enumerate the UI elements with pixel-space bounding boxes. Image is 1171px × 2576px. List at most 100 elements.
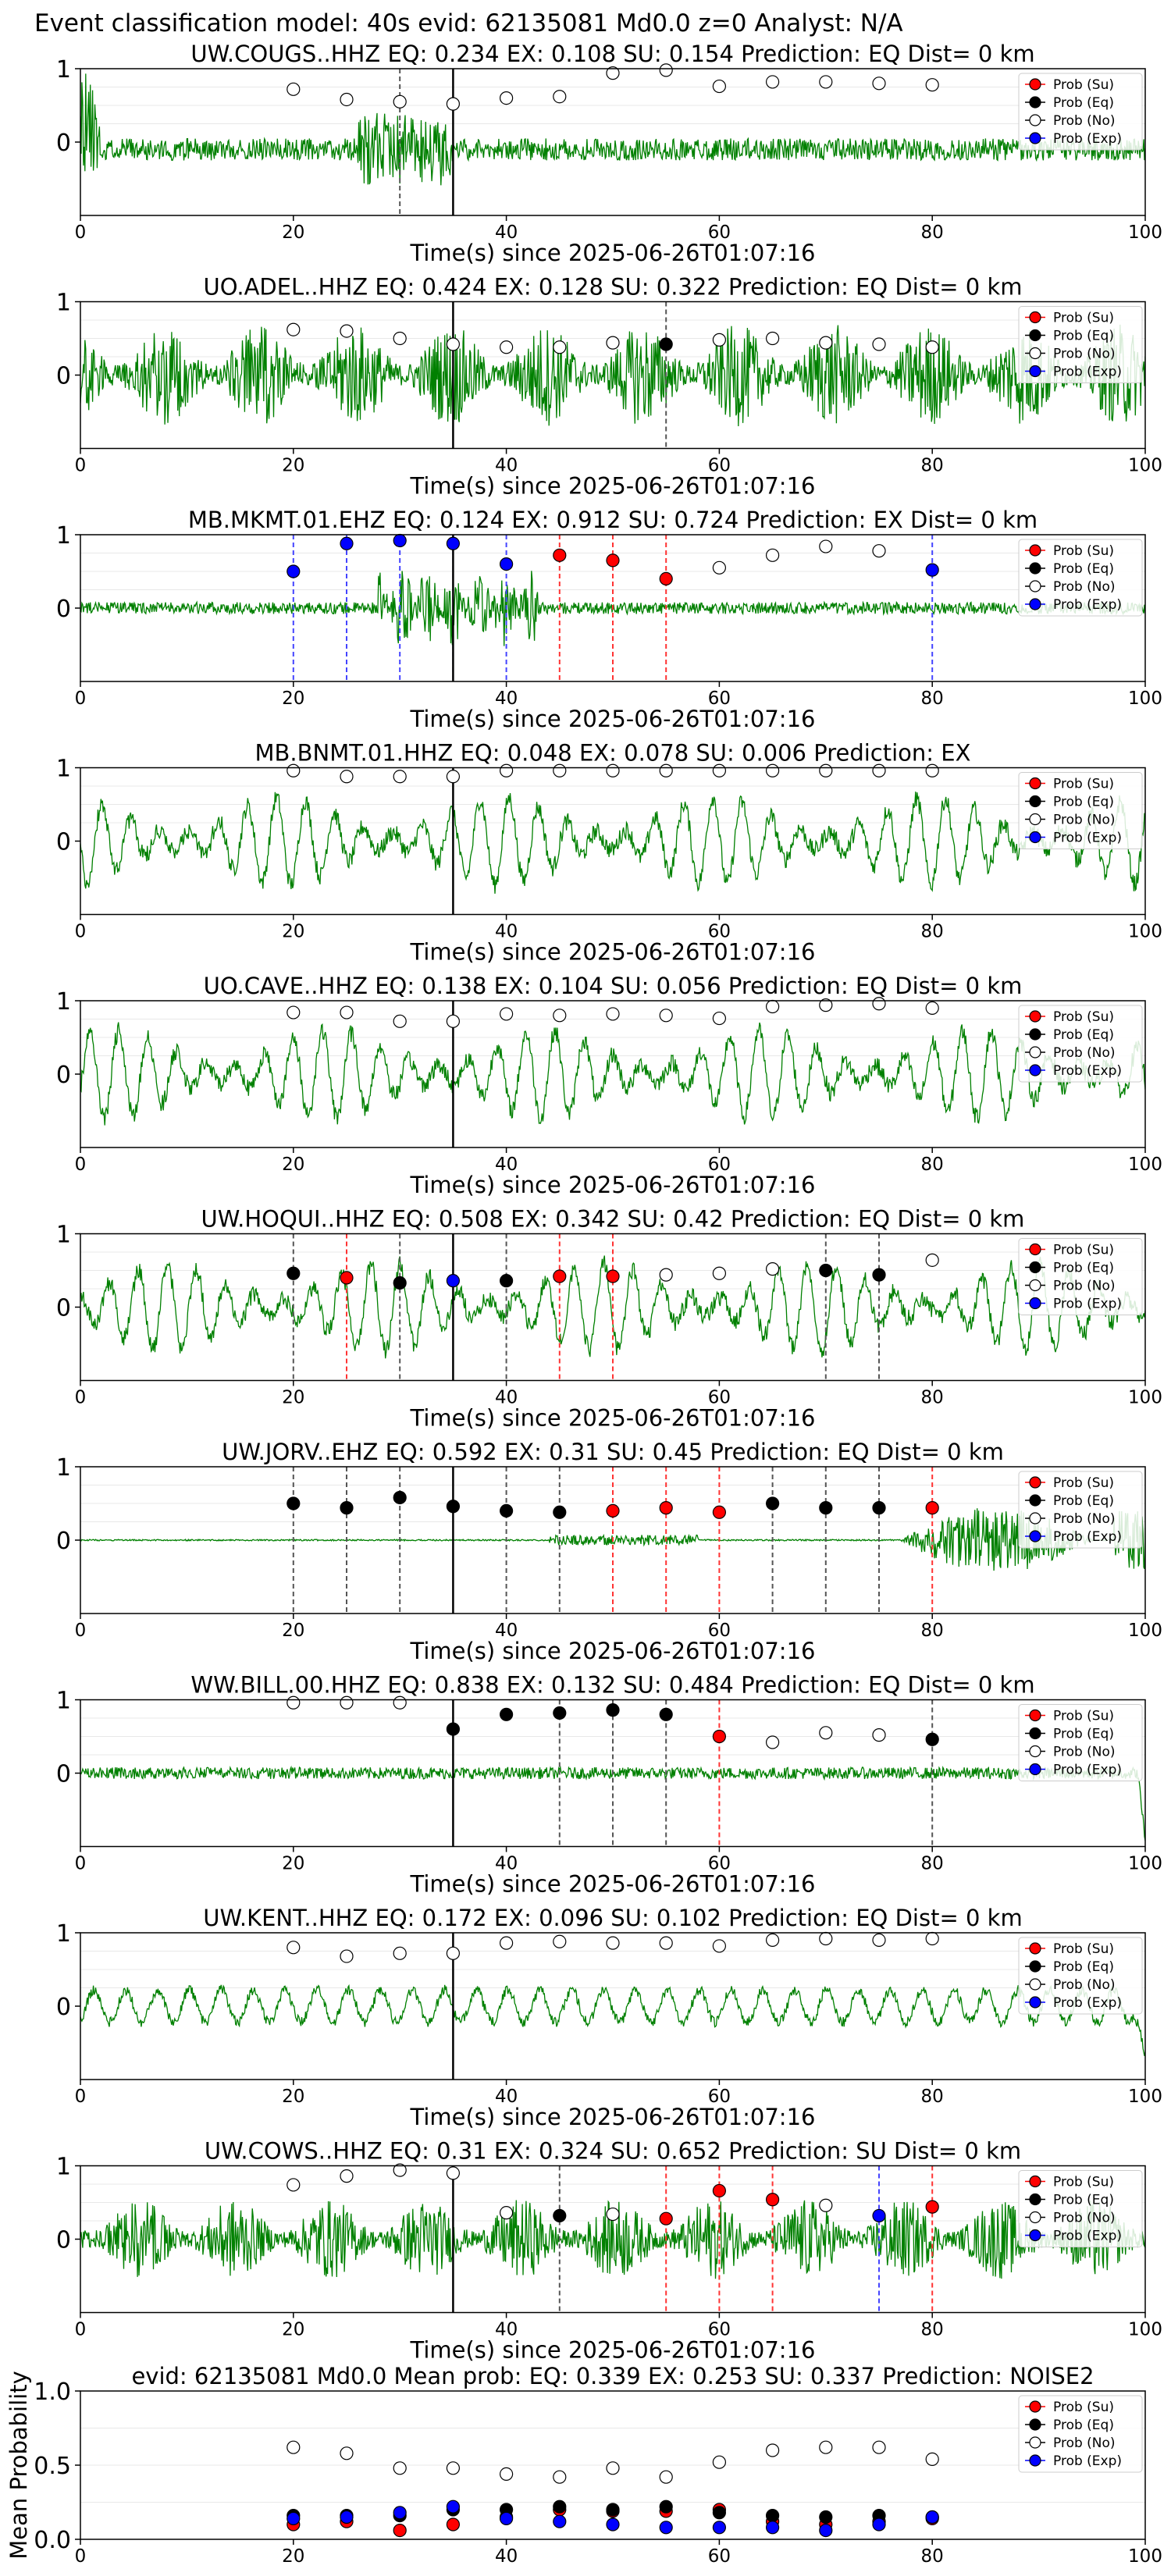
legend-marker [1029, 2400, 1041, 2413]
prob-point-no [872, 337, 886, 351]
prob-point-no [393, 770, 407, 784]
prob-point-su [659, 571, 673, 586]
panel-title: WW.BILL.00.HHZ EQ: 0.838 EX: 0.132 SU: 0… [190, 1672, 1034, 1699]
legend-marker [1029, 1960, 1041, 1973]
mean-point-no [553, 2470, 567, 2484]
legend-marker [1029, 329, 1041, 342]
mean-point-exp [393, 2506, 407, 2520]
prob-point-eq [659, 1707, 673, 1721]
x-tick-label: 0 [75, 1621, 87, 1641]
prob-point-no [819, 763, 833, 777]
x-tick-label: 40 [495, 1388, 518, 1408]
legend-label: Prob (Su) [1053, 1709, 1114, 1724]
prob-point-eq [446, 1722, 461, 1736]
prob-point-no [499, 1007, 514, 1021]
prob-point-eq [819, 1263, 833, 1278]
mean-point-eq [553, 2500, 567, 2514]
prob-point-no [499, 340, 514, 354]
prob-point-no [287, 1005, 301, 1019]
prob-point-no [765, 763, 780, 777]
legend-marker [1029, 2454, 1041, 2467]
x-axis-label: Time(s) since 2025-06-26T01:07:16 [410, 939, 816, 966]
legend-marker [1029, 2175, 1041, 2188]
x-tick-label: 20 [282, 688, 304, 709]
prob-point-su [606, 1503, 620, 1518]
panel-title: UW.KENT..HHZ EQ: 0.172 EX: 0.096 SU: 0.1… [203, 1905, 1022, 1931]
legend-label: Prob (Exp) [1053, 1063, 1122, 1079]
prob-point-no [925, 1253, 939, 1267]
panel-title: evid: 62135081 Md0.0 Mean prob: EQ: 0.33… [131, 2363, 1094, 2389]
prob-point-exp [872, 2208, 886, 2223]
mean-point-no [872, 2440, 886, 2454]
prob-point-no [393, 2163, 407, 2177]
prob-point-exp [340, 536, 354, 550]
prob-point-su [606, 1269, 620, 1283]
legend-label: Prob (Exp) [1053, 831, 1122, 846]
x-axis-label: Time(s) since 2025-06-26T01:07:16 [410, 1871, 816, 1898]
prob-point-no [553, 340, 567, 354]
prob-point-no [872, 1728, 886, 1742]
station-panel: UW.JORV..EHZ EQ: 0.592 EX: 0.31 SU: 0.45… [56, 1439, 1162, 1664]
legend-marker [1029, 132, 1041, 144]
mean-point-exp [499, 2511, 514, 2525]
prob-point-eq [393, 1490, 407, 1505]
prob-point-eq [553, 2208, 567, 2223]
legend-label: Prob (Eq) [1053, 2418, 1114, 2433]
mean-point-no [765, 2443, 780, 2457]
x-tick-label: 40 [495, 922, 518, 942]
legend-label: Prob (Exp) [1053, 365, 1122, 380]
prob-point-su [553, 548, 567, 562]
prob-point-no [925, 78, 939, 92]
prob-point-no [712, 1011, 727, 1026]
prob-point-no [499, 763, 514, 777]
legend-marker [1029, 1046, 1041, 1059]
station-panel: UO.ADEL..HHZ EQ: 0.424 EX: 0.128 SU: 0.3… [56, 274, 1162, 500]
legend-box [1018, 1005, 1143, 1083]
mean-point-exp [606, 2517, 620, 2532]
prob-point-no [819, 336, 833, 350]
prob-point-no [819, 998, 833, 1012]
legend-label: Prob (No) [1053, 1977, 1116, 1993]
x-tick-label: 100 [1128, 688, 1162, 709]
prob-point-exp [925, 563, 939, 577]
mean-point-su [393, 2524, 407, 2538]
prob-point-no [499, 91, 514, 105]
legend-marker [1029, 1010, 1041, 1023]
prob-point-no [872, 544, 886, 558]
legend-marker [1029, 1512, 1041, 1525]
prob-point-no [765, 1933, 780, 1947]
prob-point-eq [553, 1505, 567, 1519]
x-tick-label: 40 [495, 1621, 518, 1641]
mean-point-exp [765, 2521, 780, 2535]
y-axis-label: Mean Probability [5, 2371, 32, 2560]
legend-label: Prob (Eq) [1053, 1727, 1114, 1742]
prob-point-no [287, 1941, 301, 1955]
x-tick-label: 20 [282, 222, 304, 243]
x-tick-label: 20 [282, 1155, 304, 1175]
mean-point-exp [819, 2524, 833, 2538]
prob-point-exp [499, 557, 514, 571]
y-tick-label: 1 [56, 2154, 71, 2181]
legend-label: Prob (No) [1053, 113, 1116, 129]
prob-point-su [712, 2183, 727, 2198]
prob-point-no [659, 1009, 673, 1023]
x-tick-label: 100 [1128, 1155, 1162, 1175]
prob-point-eq [872, 1501, 886, 1515]
x-tick-label: 100 [1128, 2320, 1162, 2340]
y-tick-label: 1 [56, 1688, 71, 1715]
x-tick-label: 20 [282, 1621, 304, 1641]
prob-point-no [819, 1931, 833, 1946]
prob-point-no [659, 63, 673, 77]
prob-point-no [340, 92, 354, 107]
legend-label: Prob (Su) [1053, 1941, 1114, 1957]
x-axis-label: Time(s) since 2025-06-26T01:07:16 [410, 240, 816, 266]
prob-point-no [712, 79, 727, 94]
legend-marker [1029, 2193, 1041, 2206]
x-tick-label: 100 [1128, 456, 1162, 476]
prob-point-su [925, 1501, 939, 1515]
x-tick-label: 100 [1128, 922, 1162, 942]
prob-point-no [499, 2206, 514, 2220]
prob-point-eq [287, 1266, 301, 1280]
legend-label: Prob (Eq) [1053, 1493, 1114, 1509]
y-tick-label: 0 [56, 1295, 71, 1322]
